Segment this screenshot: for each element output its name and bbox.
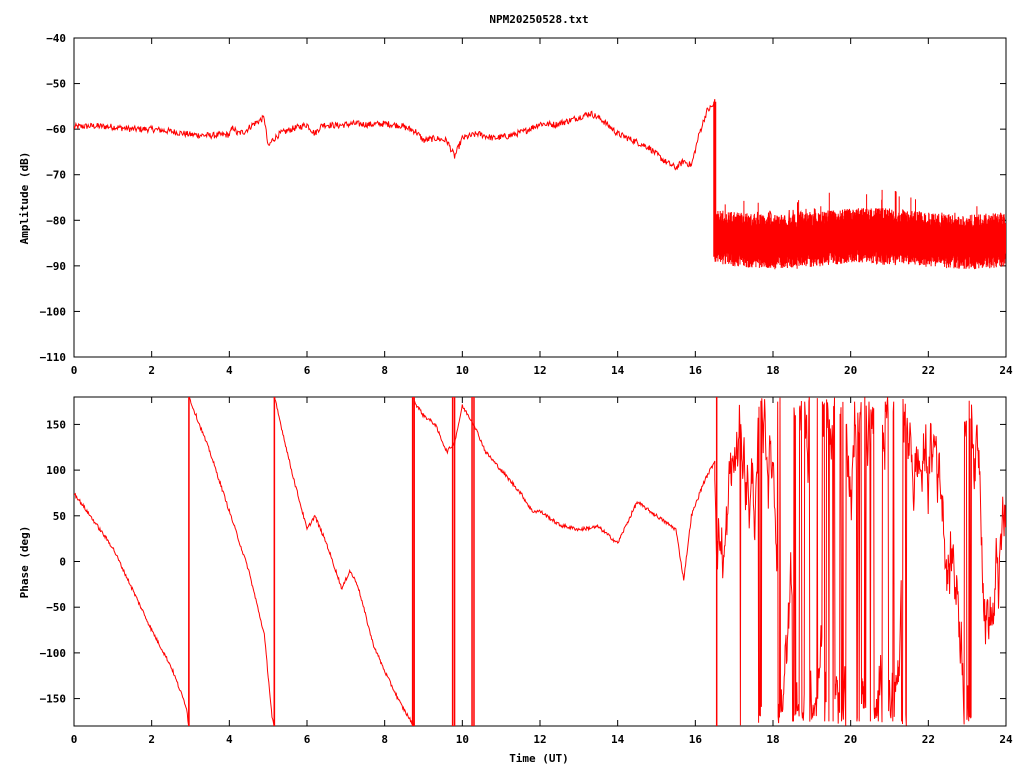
amplitude-xtick-label: 8 bbox=[381, 364, 388, 377]
amplitude-ytick-label: −90 bbox=[46, 260, 66, 273]
phase-ytick-label: 50 bbox=[53, 510, 66, 523]
chart-title: NPM20250528.txt bbox=[489, 13, 588, 26]
amplitude-xtick-label: 4 bbox=[226, 364, 233, 377]
amplitude-xtick-label: 10 bbox=[456, 364, 469, 377]
amplitude-panel: 0 2 4 6 8 10 12 14 16 18 20 22 24−40−50−60−70−80−90−… bbox=[18, 32, 1013, 377]
phase-ylabel: Phase (deg) bbox=[18, 526, 31, 599]
phase-xtick-label: 8 bbox=[381, 733, 388, 746]
amplitude-xtick-label: 24 bbox=[999, 364, 1013, 377]
time-xlabel: Time (UT) bbox=[509, 752, 569, 765]
phase-xtick-label: 12 bbox=[533, 733, 546, 746]
phase-xtick-label: 20 bbox=[844, 733, 857, 746]
phase-ytick-label: −150 bbox=[40, 693, 67, 706]
amplitude-series-line bbox=[74, 99, 1006, 268]
phase-xtick-label: 4 bbox=[226, 733, 233, 746]
amplitude-xtick-label: 14 bbox=[611, 364, 625, 377]
phase-xtick-label: 6 bbox=[304, 733, 311, 746]
phase-xtick-label: 24 bbox=[999, 733, 1013, 746]
amplitude-xtick-label: 12 bbox=[533, 364, 546, 377]
phase-xtick-label: 16 bbox=[689, 733, 703, 746]
phase-series-line bbox=[74, 397, 1006, 726]
amplitude-xtick-label: 2 bbox=[148, 364, 155, 377]
amplitude-ytick-label: −110 bbox=[40, 351, 67, 364]
amplitude-xtick-label: 20 bbox=[844, 364, 857, 377]
amplitude-xtick-label: 16 bbox=[689, 364, 703, 377]
amplitude-ytick-label: −70 bbox=[46, 169, 66, 182]
amplitude-ylabel: Amplitude (dB) bbox=[18, 152, 31, 245]
amplitude-ytick-label: −50 bbox=[46, 78, 66, 91]
amplitude-xtick-label: 18 bbox=[766, 364, 779, 377]
amplitude-xtick-label: 6 bbox=[304, 364, 311, 377]
phase-xtick-label: 10 bbox=[456, 733, 469, 746]
phase-ytick-label: −100 bbox=[40, 647, 67, 660]
phase-xtick-label: 2 bbox=[148, 733, 155, 746]
phase-ytick-label: −50 bbox=[46, 601, 66, 614]
phase-xtick-label: 14 bbox=[611, 733, 625, 746]
amplitude-xtick-label: 0 bbox=[71, 364, 78, 377]
amplitude-xtick-label: 22 bbox=[922, 364, 935, 377]
amplitude-ytick-label: −100 bbox=[40, 305, 67, 318]
amplitude-ytick-label: −80 bbox=[46, 214, 66, 227]
phase-ytick-label: 0 bbox=[59, 556, 66, 569]
amplitude-ytick-label: −40 bbox=[46, 32, 66, 45]
phase-ytick-label: 150 bbox=[46, 418, 66, 431]
phase-xtick-label: 18 bbox=[766, 733, 779, 746]
phase-ytick-label: 100 bbox=[46, 464, 66, 477]
phase-xtick-label: 22 bbox=[922, 733, 935, 746]
phase-panel: 0 2 4 6 8 10 12 14 16 18 20 22 24150100500−50−100−15… bbox=[18, 396, 1013, 765]
amplitude-ytick-label: −60 bbox=[46, 123, 66, 136]
phase-xtick-label: 0 bbox=[71, 733, 78, 746]
